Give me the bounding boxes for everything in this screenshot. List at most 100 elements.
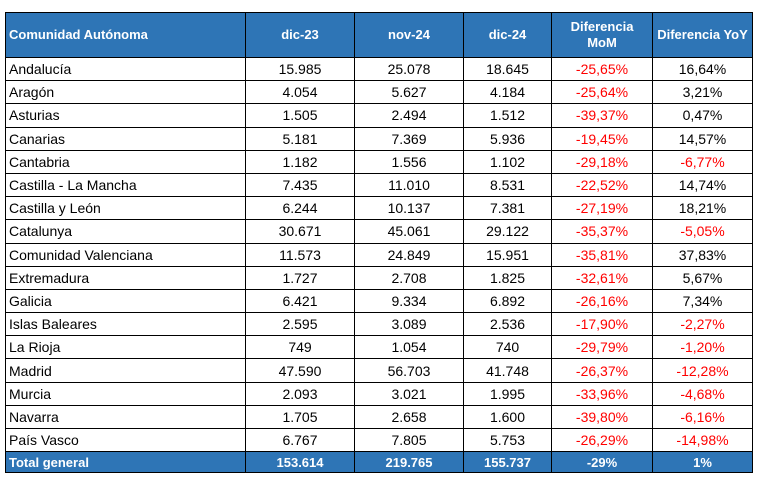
- region-cell: Extremadura: [5, 265, 246, 290]
- value-cell: 1.995: [463, 381, 552, 406]
- table-row: Andalucía 15.985 25.078 18.645 -25,65% 16,64%: [5, 56, 753, 82]
- total-cell: 153.614: [245, 451, 355, 474]
- value-cell: 30.671: [245, 219, 355, 244]
- value-cell: 29.122: [463, 219, 552, 244]
- table-row: Canarias 5.181 7.369 5.936 -19,45% 14,57%: [5, 126, 753, 151]
- value-cell: 9.334: [354, 288, 464, 314]
- region-cell: La Rioja: [5, 335, 246, 360]
- region-cell: Asturias: [5, 103, 246, 128]
- table-row: Catalunya 30.671 45.061 29.122 -35,37% -5,05%: [5, 219, 753, 244]
- value-cell: -39,37%: [551, 103, 653, 128]
- value-cell: 5.181: [245, 126, 355, 151]
- value-cell: 1.054: [354, 335, 464, 360]
- region-cell: Andalucía: [5, 56, 246, 82]
- region-cell: Aragón: [5, 80, 246, 105]
- header-row: Comunidad Autónoma dic-23 nov-24 dic-24 Dife…: [5, 12, 753, 58]
- value-cell: 1.556: [354, 149, 464, 174]
- value-cell: 4.054: [245, 80, 355, 105]
- value-cell: 0,47%: [652, 103, 753, 128]
- value-cell: 56.703: [354, 358, 464, 383]
- value-cell: 1.505: [245, 103, 355, 128]
- value-cell: 7.381: [463, 196, 552, 221]
- value-cell: 15.985: [245, 56, 355, 82]
- value-cell: 3,21%: [652, 80, 753, 105]
- value-cell: -39,80%: [551, 404, 653, 430]
- value-cell: 7.435: [245, 172, 355, 198]
- value-cell: 1.825: [463, 265, 552, 290]
- value-cell: -14,98%: [652, 427, 753, 453]
- value-cell: 4.184: [463, 80, 552, 105]
- value-cell: 1.182: [245, 149, 355, 174]
- table-row: Extremadura 1.727 2.708 1.825 -32,61% 5,67%: [5, 265, 753, 290]
- value-cell: 2.093: [245, 381, 355, 406]
- region-cell: Madrid: [5, 358, 246, 383]
- value-cell: 5,67%: [652, 265, 753, 290]
- value-cell: 11.573: [245, 242, 355, 267]
- value-cell: -26,37%: [551, 358, 653, 383]
- value-cell: -6,77%: [652, 149, 753, 174]
- region-cell: País Vasco: [5, 427, 246, 453]
- value-cell: -4,68%: [652, 381, 753, 406]
- header-cell: Diferencia YoY: [652, 12, 753, 58]
- value-cell: -25,65%: [551, 56, 653, 82]
- value-cell: -12,28%: [652, 358, 753, 383]
- table-row: Castilla - La Mancha 7.435 11.010 8.531 -22,…: [5, 172, 753, 198]
- region-cell: Islas Baleares: [5, 312, 246, 337]
- value-cell: 16,64%: [652, 56, 753, 82]
- header-cell: nov-24: [354, 12, 464, 58]
- value-cell: 749: [245, 335, 355, 360]
- table-row: Comunidad Valenciana 11.573 24.849 15.951 -3…: [5, 242, 753, 267]
- total-cell: -29%: [551, 451, 653, 474]
- table-row: Murcia 2.093 3.021 1.995 -33,96% -4,68%: [5, 381, 753, 406]
- value-cell: 41.748: [463, 358, 552, 383]
- region-cell: Castilla - La Mancha: [5, 172, 246, 198]
- value-cell: 1.600: [463, 404, 552, 430]
- table-row: Asturias 1.505 2.494 1.512 -39,37% 0,47%: [5, 103, 753, 128]
- value-cell: 2.658: [354, 404, 464, 430]
- value-cell: -29,18%: [551, 149, 653, 174]
- data-table: Comunidad Autónoma dic-23 nov-24 dic-24 Dife…: [5, 12, 753, 474]
- value-cell: -32,61%: [551, 265, 653, 290]
- value-cell: 25.078: [354, 56, 464, 82]
- value-cell: 2.494: [354, 103, 464, 128]
- value-cell: 2.708: [354, 265, 464, 290]
- value-cell: 24.849: [354, 242, 464, 267]
- value-cell: 14,57%: [652, 126, 753, 151]
- value-cell: -27,19%: [551, 196, 653, 221]
- table-row: Cantabria 1.182 1.556 1.102 -29,18% -6,77%: [5, 149, 753, 174]
- header-cell: dic-23: [245, 12, 355, 58]
- region-cell: Murcia: [5, 381, 246, 406]
- value-cell: 6.892: [463, 288, 552, 314]
- value-cell: -6,16%: [652, 404, 753, 430]
- region-cell: Castilla y León: [5, 196, 246, 221]
- value-cell: -35,81%: [551, 242, 653, 267]
- value-cell: 45.061: [354, 219, 464, 244]
- total-cell: 219.765: [354, 451, 464, 474]
- total-cell: 155.737: [463, 451, 552, 474]
- total-label: Total general: [5, 451, 246, 474]
- value-cell: 14,74%: [652, 172, 753, 198]
- value-cell: 18.645: [463, 56, 552, 82]
- value-cell: 1.727: [245, 265, 355, 290]
- value-cell: 47.590: [245, 358, 355, 383]
- value-cell: -2,27%: [652, 312, 753, 337]
- value-cell: -35,37%: [551, 219, 653, 244]
- value-cell: 18,21%: [652, 196, 753, 221]
- header-cell: Diferencia MoM: [551, 12, 653, 58]
- value-cell: -1,20%: [652, 335, 753, 360]
- value-cell: -33,96%: [551, 381, 653, 406]
- value-cell: 7.369: [354, 126, 464, 151]
- table-container: Comunidad Autónoma dic-23 nov-24 dic-24 Dife…: [5, 12, 753, 474]
- table-row: Madrid 47.590 56.703 41.748 -26,37% -12,28%: [5, 358, 753, 383]
- header-cell: Comunidad Autónoma: [5, 12, 246, 58]
- value-cell: 5.936: [463, 126, 552, 151]
- region-cell: Comunidad Valenciana: [5, 242, 246, 267]
- region-cell: Catalunya: [5, 219, 246, 244]
- value-cell: 37,83%: [652, 242, 753, 267]
- value-cell: -17,90%: [551, 312, 653, 337]
- value-cell: 1.102: [463, 149, 552, 174]
- region-cell: Galicia: [5, 288, 246, 314]
- value-cell: -19,45%: [551, 126, 653, 151]
- table-row: La Rioja 749 1.054 740 -29,79% -1,20%: [5, 335, 753, 360]
